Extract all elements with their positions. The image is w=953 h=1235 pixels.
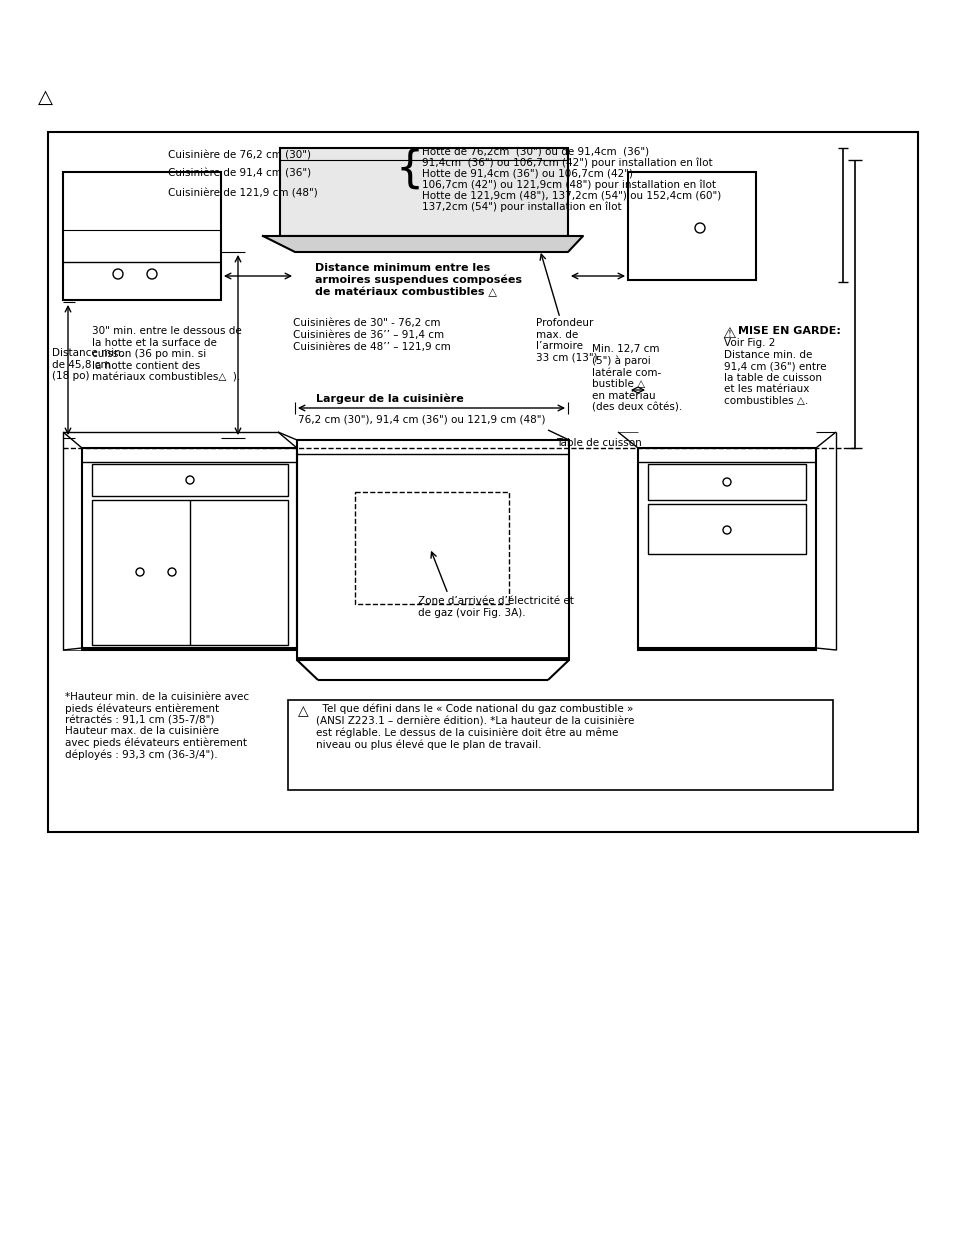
Text: 76,2 cm (30"), 91,4 cm (36") ou 121,9 cm (48"): 76,2 cm (30"), 91,4 cm (36") ou 121,9 cm… [297,415,545,425]
Text: Cuisinière de 76,2 cm (30"): Cuisinière de 76,2 cm (30") [168,149,311,161]
Text: ⚠: ⚠ [721,326,735,341]
Text: △: △ [297,704,309,718]
Bar [48,132,917,832]
Bar [63,172,221,300]
Text: MISE EN GARDE:: MISE EN GARDE: [738,326,840,336]
Text: Tel que défini dans le « Code national du gaz combustible »
(ANSI Z223.1 – derni: Tel que défini dans le « Code national d… [315,704,634,751]
Text: Distance minimum entre les
armoires suspendues composées
de matériaux combustibl: Distance minimum entre les armoires susp… [314,263,521,298]
Text: Distance min.
de 45,8 cm
(18 po): Distance min. de 45,8 cm (18 po) [52,348,124,382]
Bar [91,500,288,645]
Text: Hotte de 91,4cm (36") ou 106,7cm (42")
106,7cm (42") ou 121,9cm (48") pour insta: Hotte de 91,4cm (36") ou 106,7cm (42") 1… [421,168,716,190]
Bar [82,448,296,650]
Bar [647,504,805,555]
Text: Profondeur
max. de
l’armoire
33 cm (13"): Profondeur max. de l’armoire 33 cm (13") [536,317,597,363]
Text: *Hauteur min. de la cuisinière avec
pieds élévateurs entièrement
rétractés : 91,: *Hauteur min. de la cuisinière avec pied… [65,692,249,726]
Text: Cuisinière de 121,9 cm (48"): Cuisinière de 121,9 cm (48") [168,188,317,198]
Text: Cuisinières de 48’’ – 121,9 cm: Cuisinières de 48’’ – 121,9 cm [293,342,450,352]
Text: 30" min. entre le dessous de
la hotte et la surface de
cuisson (36 po min. si
la: 30" min. entre le dessous de la hotte et… [91,326,241,383]
Bar [288,700,832,790]
Bar [296,440,568,659]
Polygon shape [263,236,582,252]
Text: Zone d’arrivée d’électricité et
de gaz (voir Fig. 3A).: Zone d’arrivée d’électricité et de gaz (… [417,597,574,618]
Text: Table de cuisson: Table de cuisson [556,438,641,448]
Bar [638,448,815,650]
Bar [627,172,755,280]
Text: Min. 12,7 cm
(5") à paroi
latérale com-
bustible △
en matériau
(des deux côtés).: Min. 12,7 cm (5") à paroi latérale com- … [592,345,681,412]
Text: Largeur de la cuisinière: Largeur de la cuisinière [315,394,463,405]
Text: Cuisinières de 30" - 76,2 cm: Cuisinières de 30" - 76,2 cm [293,317,440,329]
Bar [91,464,288,496]
Text: Cuisinière de 91,4 cm (36"): Cuisinière de 91,4 cm (36") [168,168,311,178]
Text: {: { [395,148,424,191]
Bar [280,148,567,236]
Text: Hotte de 76,2cm  (30") ou de 91,4cm  (36")
91,4cm  (36") ou 106,7cm (42") pour i: Hotte de 76,2cm (30") ou de 91,4cm (36")… [421,146,712,168]
Text: Voir Fig. 2
Distance min. de
91,4 cm (36") entre
la table de cuisson
et les maté: Voir Fig. 2 Distance min. de 91,4 cm (36… [723,338,825,406]
Text: Cuisinières de 36’’ – 91,4 cm: Cuisinières de 36’’ – 91,4 cm [293,330,444,340]
Text: Hotte de 121,9cm (48"), 137,2cm (54") ou 152,4cm (60")
137,2cm (54") pour instal: Hotte de 121,9cm (48"), 137,2cm (54") ou… [421,190,720,212]
Bar [647,464,805,500]
Text: Hauteur max. de la cuisinière
avec pieds élévateurs entièrement
déployés : 93,3 : Hauteur max. de la cuisinière avec pieds… [65,726,247,761]
Text: △: △ [38,88,53,107]
Bar [355,492,509,604]
